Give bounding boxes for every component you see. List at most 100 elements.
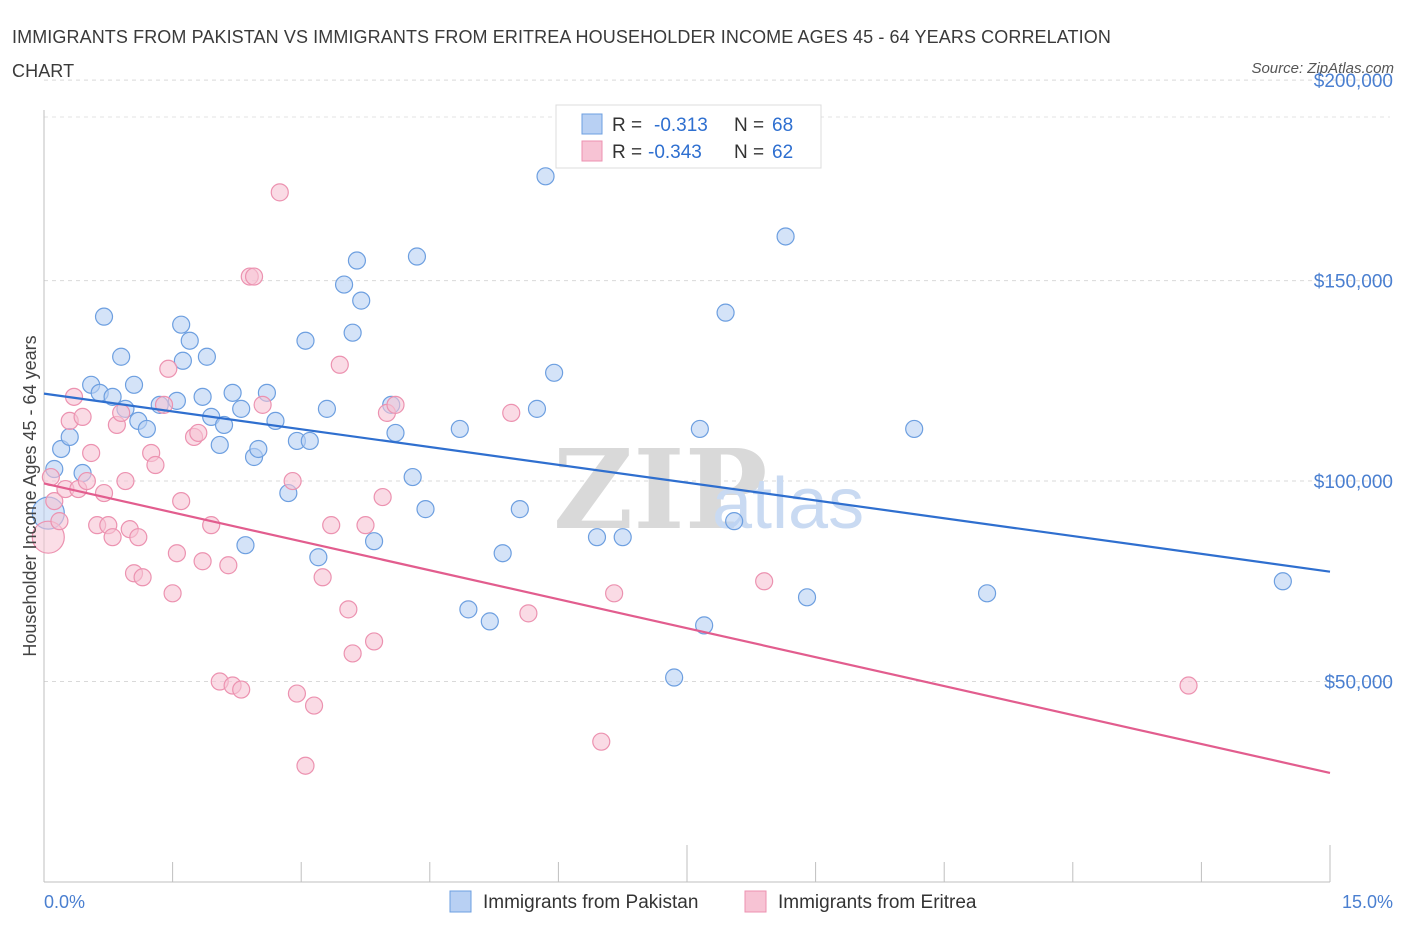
legend-r-value-pakistan: -0.313: [654, 115, 708, 136]
stats-legend: R = -0.313 N = 68 R = -0.343 N = 62: [555, 104, 822, 169]
x-tick-label-max: 15.0%: [1342, 892, 1393, 912]
pakistan-point: [94, 307, 114, 326]
pakistan-point: [527, 399, 547, 418]
pakistan-point: [236, 536, 255, 555]
pakistan-point: [977, 584, 997, 603]
pakistan-point: [510, 500, 529, 519]
y-tick-label: $50,000: [1324, 673, 1393, 694]
eritrea-point: [232, 680, 251, 699]
series-legend-swatch-pakistan: [449, 890, 472, 913]
eritrea-point: [1179, 676, 1198, 695]
eritrea-point: [73, 407, 92, 426]
pakistan-point: [776, 227, 795, 246]
eritrea-point: [50, 512, 69, 531]
eritrea-point: [339, 600, 358, 619]
pakistan-point: [690, 419, 709, 439]
y-tick-label: $200,000: [1314, 71, 1393, 92]
eritrea-point: [373, 487, 392, 507]
pakistan-point: [124, 375, 144, 394]
pakistan-point: [536, 167, 555, 186]
pakistan-point: [450, 419, 469, 439]
eritrea-point: [193, 552, 212, 571]
pakistan-point: [317, 399, 337, 418]
eritrea-point: [330, 355, 349, 374]
eritrea-point: [82, 443, 101, 463]
pakistan-point: [347, 251, 367, 270]
pakistan-point: [480, 612, 499, 631]
eritrea-point: [129, 528, 148, 547]
pakistan-point: [300, 431, 319, 451]
eritrea-point: [163, 584, 182, 603]
legend-swatch-pakistan: [581, 113, 603, 135]
data-points: [31, 167, 1292, 775]
series-legend-label-eritrea: Immigrants from Eritrea: [778, 892, 977, 913]
pakistan-point: [905, 419, 924, 439]
eritrea-point: [322, 516, 341, 535]
eritrea-point: [172, 491, 191, 511]
eritrea-point: [356, 516, 375, 535]
y-tick-label: $150,000: [1314, 272, 1393, 293]
legend-n-value-pakistan: 68: [772, 115, 793, 136]
trend-lines: [43, 392, 1331, 775]
eritrea-point: [296, 756, 315, 775]
pakistan-point: [797, 588, 817, 607]
pakistan-point: [249, 439, 268, 459]
eritrea-point: [116, 471, 135, 491]
eritrea-trend-line: [43, 482, 1331, 775]
eritrea-point: [592, 732, 611, 751]
pakistan-point: [103, 387, 122, 406]
grid-lines: [44, 79, 1390, 683]
pakistan-point: [334, 275, 354, 294]
eritrea-point: [189, 423, 208, 443]
pakistan-point: [112, 347, 131, 366]
series-legend: Immigrants from Pakistan Immigrants from…: [449, 890, 977, 913]
pakistan-point: [459, 600, 478, 619]
eritrea-point: [253, 395, 272, 414]
pakistan-point: [587, 528, 607, 547]
pakistan-trend-line: [43, 392, 1331, 573]
pakistan-point: [407, 247, 427, 266]
chart-source: Source: ZipAtlas.com: [1251, 60, 1394, 77]
pakistan-point: [343, 323, 362, 342]
pakistan-point: [386, 423, 405, 443]
eritrea-point: [304, 696, 324, 715]
pakistan-point: [223, 383, 242, 402]
pakistan-point: [232, 399, 251, 418]
eritrea-point: [112, 403, 131, 422]
pakistan-point: [210, 435, 229, 455]
eritrea-point: [755, 572, 774, 591]
eritrea-point: [270, 183, 289, 202]
legend-n-label-pakistan: N =: [734, 115, 764, 136]
pakistan-point: [296, 331, 315, 350]
legend-r-label-pakistan: R =: [612, 115, 642, 136]
y-tick-label: $100,000: [1314, 472, 1393, 493]
x-tick-label-min: 0.0%: [44, 892, 85, 912]
pakistan-point: [545, 363, 564, 382]
eritrea-point: [287, 684, 307, 703]
eritrea-point: [283, 471, 302, 491]
pakistan-point: [173, 351, 192, 370]
pakistan-point: [352, 291, 371, 310]
pakistan-point: [695, 616, 714, 635]
pakistan-point: [665, 668, 684, 687]
y-axis-label: Householder Income Ages 45 - 64 years: [20, 335, 40, 656]
eritrea-point: [103, 528, 122, 547]
legend-r-value-eritrea: -0.343: [648, 142, 702, 163]
pakistan-point: [137, 419, 156, 439]
eritrea-point: [386, 395, 405, 414]
series-legend-swatch-eritrea: [744, 890, 767, 913]
pakistan-point: [613, 528, 632, 547]
chart-title: IMMIGRANTS FROM PAKISTAN VS IMMIGRANTS F…: [12, 27, 1111, 81]
series-legend-label-pakistan: Immigrants from Pakistan: [483, 892, 698, 913]
pakistan-point: [197, 347, 216, 366]
pakistan-point: [309, 548, 328, 567]
pakistan-point: [364, 532, 384, 551]
eritrea-point: [519, 604, 538, 623]
eritrea-point: [146, 455, 165, 475]
eritrea-point: [219, 556, 238, 575]
pakistan-point: [725, 512, 744, 531]
pakistan-point: [1273, 572, 1292, 591]
pakistan-point: [193, 387, 212, 406]
legend-n-label-eritrea: N =: [734, 142, 764, 163]
